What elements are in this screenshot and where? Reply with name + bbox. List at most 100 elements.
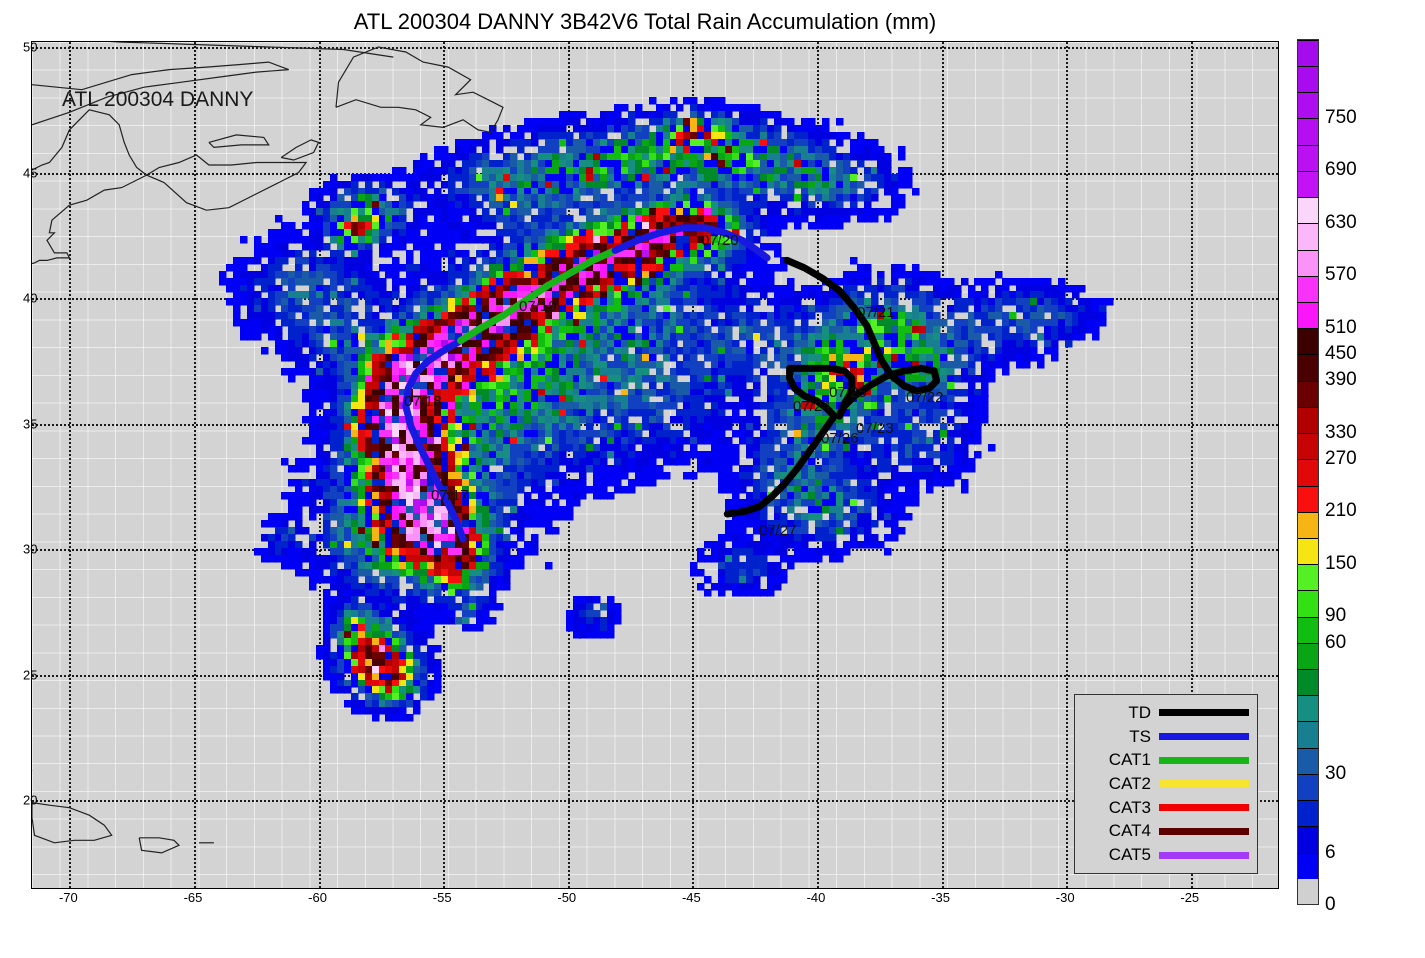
storm-category-legend: TD TS CAT1 CAT2 CAT3 CAT4 CAT5: [1074, 694, 1258, 874]
storm-track-segment-cat1: [457, 246, 619, 345]
legend-item-cat4: CAT4: [1079, 821, 1249, 842]
track-date-label: 07/22: [906, 389, 944, 406]
coastline-path: [32, 174, 147, 265]
track-date-label: 07/23: [856, 420, 894, 437]
colorbar-segment: [1298, 380, 1318, 407]
storm-track-segment-td: [786, 364, 856, 420]
y-axis-tick-label: 35: [23, 416, 38, 432]
legend-item-label: TD: [1128, 702, 1151, 722]
x-axis-tick-label: -25: [1180, 890, 1200, 905]
colorbar-tick-label: 630: [1325, 211, 1357, 233]
legend-color-swatch: [1159, 709, 1249, 717]
y-axis-tick-label: 40: [23, 290, 38, 306]
colorbar-segment: [1298, 773, 1318, 801]
track-date-label: 07/19: [519, 298, 557, 315]
y-axis-tick-label: 50: [23, 39, 38, 55]
legend-color-swatch: [1159, 827, 1249, 835]
colorbar-tick-label: 450: [1325, 342, 1357, 364]
legend-color-swatch: [1159, 851, 1249, 859]
storm-track-segment-ts: [402, 337, 467, 543]
coastline-path: [280, 139, 320, 161]
legend-color-swatch: [1159, 804, 1249, 812]
colorbar-segment: [1298, 144, 1318, 171]
colorbar-tick-label: 6: [1325, 841, 1336, 863]
colorbar-segment: [1298, 223, 1318, 250]
coastline-path: [145, 154, 308, 211]
colorbar-segment: [1298, 852, 1318, 879]
legend-item-label: CAT5: [1108, 845, 1151, 865]
legend-item-label: CAT4: [1108, 821, 1151, 841]
colorbar-tick-label: 210: [1325, 500, 1357, 522]
x-axis-tick-label: -50: [557, 890, 577, 905]
y-axis-tick-label: 25: [23, 667, 38, 683]
colorbar-segment: [1298, 695, 1318, 722]
legend-color-swatch: [1159, 733, 1249, 741]
colorbar-segment: [1298, 275, 1318, 302]
colorbar-tick-label: 60: [1325, 631, 1347, 653]
colorbar-segment: [1298, 511, 1318, 538]
colorbar-tick-label: 0: [1325, 894, 1336, 915]
y-axis-tick-label: 20: [23, 792, 38, 808]
legend-item-cat2: CAT2: [1079, 773, 1249, 794]
storm-track-overlay: [402, 224, 941, 543]
colorbar-segment: [1298, 669, 1318, 696]
coastline-path: [138, 837, 181, 854]
x-axis-tick-label: -30: [1055, 890, 1075, 905]
coastline-overlay: [32, 42, 504, 854]
x-axis-tick-label: -55: [432, 890, 452, 905]
coastline-path: [32, 109, 147, 176]
colorbar-segment: [1298, 170, 1318, 198]
map-plot-area: ATL 200304 DANNY 07/17 07/18 07/19 07/20 07/…: [31, 41, 1279, 889]
colorbar-segment: [1298, 197, 1318, 224]
coastline-path: [108, 42, 394, 58]
colorbar-segment: [1298, 721, 1318, 748]
colorbar-segment: [1298, 433, 1318, 460]
colorbar-segment: [1298, 564, 1318, 591]
colorbar-tick-label: 270: [1325, 447, 1357, 469]
legend-item-td: TD: [1079, 702, 1249, 723]
colorbar-segment: [1298, 301, 1318, 329]
colorbar-segment: [1298, 354, 1318, 381]
track-date-label: 07/25: [829, 384, 867, 401]
storm-track-segment-td: [723, 412, 838, 518]
colorbar-tick-label: 510: [1325, 316, 1357, 338]
colorbar-segment: [1298, 826, 1318, 853]
colorbar-segment: [1298, 800, 1318, 827]
legend-item-cat3: CAT3: [1079, 797, 1249, 818]
legend-item-label: CAT2: [1108, 773, 1151, 793]
y-axis-tick-label: 45: [23, 165, 38, 181]
map-annotation-label: ATL 200304 DANNY: [62, 88, 254, 111]
colorbar-segment: [1298, 92, 1318, 119]
storm-track-segment-td: [786, 364, 838, 420]
x-axis-tick-label: -45: [681, 890, 701, 905]
legend-color-swatch: [1159, 756, 1249, 764]
coastline-path: [32, 61, 289, 126]
colorbar-segment: [1298, 406, 1318, 434]
x-axis-tick-label: -35: [931, 890, 950, 905]
x-axis-tick-label: -70: [58, 890, 78, 905]
coastline-path: [32, 802, 113, 844]
colorbar-tick-label: 690: [1325, 159, 1357, 181]
x-axis-tick-label: -65: [183, 890, 203, 905]
colorbar-segment: [1298, 249, 1318, 276]
colorbar-segment: [1298, 328, 1318, 355]
colorbar-tick-label: 90: [1325, 605, 1347, 627]
colorbar-tick-label: 750: [1325, 106, 1357, 128]
colorbar-segment: [1298, 39, 1318, 66]
track-date-label: 07/17: [431, 487, 469, 504]
x-axis-tick-label: -40: [806, 890, 826, 905]
legend-item-label: CAT1: [1108, 750, 1151, 770]
colorbar-segment: [1298, 747, 1318, 774]
y-axis-tick-label: 30: [23, 541, 38, 557]
legend-item-label: TS: [1129, 726, 1151, 746]
track-date-label: 07/26: [821, 430, 859, 447]
track-date-label: 07/21: [857, 304, 895, 321]
track-date-label: 07/18: [404, 393, 442, 410]
track-date-label: 07/20: [701, 232, 739, 249]
legend-item-cat5: CAT5: [1079, 845, 1249, 866]
legend-item-ts: TS: [1079, 726, 1249, 747]
colorbar-segment: [1298, 66, 1318, 93]
storm-track-segment-td: [783, 256, 941, 395]
colorbar-segment: [1298, 590, 1318, 617]
